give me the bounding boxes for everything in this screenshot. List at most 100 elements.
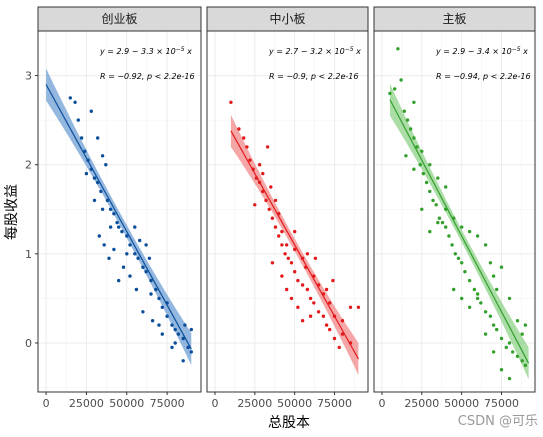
data-point bbox=[296, 305, 300, 309]
data-point bbox=[149, 278, 153, 283]
data-point bbox=[412, 167, 416, 171]
data-point bbox=[277, 234, 281, 238]
data-point bbox=[495, 287, 499, 292]
data-point bbox=[412, 136, 416, 140]
facet-strip-label: 中小板 bbox=[269, 11, 305, 26]
data-point bbox=[463, 270, 467, 274]
x-tick-label: 75000 bbox=[317, 397, 352, 410]
x-tick-label: 25000 bbox=[404, 397, 439, 410]
panel-border bbox=[373, 30, 536, 393]
facet-3: 主板 y = 2.9 − 3.4 × 10−5 x R = −0.94, p < 2… bbox=[373, 6, 536, 410]
data-point bbox=[337, 345, 341, 350]
data-point bbox=[393, 87, 397, 91]
data-point bbox=[242, 136, 246, 140]
data-point bbox=[515, 354, 520, 358]
data-point bbox=[321, 314, 326, 318]
x-tick-label: 50000 bbox=[109, 397, 144, 410]
data-point bbox=[107, 256, 111, 260]
data-point bbox=[261, 171, 265, 176]
data-point bbox=[147, 256, 152, 260]
data-point bbox=[399, 78, 403, 82]
data-point bbox=[312, 301, 316, 305]
data-point bbox=[428, 229, 432, 234]
y-axis: 0 1 2 3 bbox=[25, 70, 38, 350]
data-point bbox=[273, 198, 278, 203]
data-point bbox=[89, 109, 94, 113]
data-point bbox=[499, 336, 504, 341]
data-point bbox=[515, 319, 520, 323]
data-point bbox=[102, 243, 106, 247]
data-point bbox=[115, 220, 119, 225]
data-point bbox=[183, 323, 187, 327]
data-point bbox=[108, 207, 113, 211]
data-point bbox=[444, 185, 448, 189]
data-point bbox=[447, 234, 451, 238]
data-point bbox=[440, 220, 445, 225]
data-point bbox=[507, 296, 512, 301]
data-point bbox=[305, 287, 310, 292]
data-point bbox=[248, 158, 252, 162]
data-point bbox=[189, 327, 193, 332]
data-point bbox=[134, 287, 139, 292]
data-point bbox=[283, 252, 287, 256]
data-point bbox=[328, 327, 332, 332]
correlation-annotation: R = −0.94, p < 2.2e-16 bbox=[436, 72, 531, 81]
correlation-annotation: R = −0.9, p < 2.2e-16 bbox=[269, 72, 358, 81]
data-point bbox=[348, 305, 353, 309]
data-point bbox=[428, 163, 432, 167]
data-point bbox=[112, 212, 116, 216]
data-point bbox=[434, 203, 438, 207]
data-point bbox=[507, 341, 512, 345]
data-point bbox=[120, 229, 124, 234]
data-point bbox=[181, 336, 185, 341]
data-point bbox=[308, 296, 313, 301]
y-axis-title: 每股收益 bbox=[4, 184, 20, 240]
data-point bbox=[300, 319, 305, 323]
panel-background bbox=[38, 31, 201, 392]
data-point bbox=[436, 176, 440, 180]
data-point bbox=[285, 287, 289, 292]
data-point bbox=[157, 296, 161, 301]
data-point bbox=[328, 301, 332, 305]
data-point bbox=[421, 171, 426, 176]
data-point bbox=[420, 149, 424, 153]
data-point bbox=[415, 145, 419, 149]
data-point bbox=[289, 261, 294, 265]
data-point bbox=[452, 287, 456, 292]
data-point bbox=[324, 323, 329, 327]
panel-border bbox=[37, 30, 202, 393]
x-tick-label: 0 bbox=[43, 397, 50, 410]
x-tick-label: 75000 bbox=[484, 397, 519, 410]
y-tick-label: 2 bbox=[25, 159, 32, 172]
data-point bbox=[331, 278, 335, 283]
data-point bbox=[96, 180, 100, 185]
data-point bbox=[170, 323, 174, 327]
data-point bbox=[293, 229, 297, 234]
data-point bbox=[144, 243, 148, 247]
data-point bbox=[160, 305, 164, 309]
data-point bbox=[308, 314, 313, 318]
data-point bbox=[128, 274, 132, 278]
data-point bbox=[100, 207, 105, 211]
x-tick-label: 75000 bbox=[150, 397, 185, 410]
data-point bbox=[285, 243, 289, 247]
data-point bbox=[112, 247, 116, 252]
data-point bbox=[324, 287, 329, 292]
y-tick-label: 3 bbox=[25, 70, 32, 83]
equation-annotation: y = 2.9 − 3.4 × 10−5 x bbox=[435, 46, 528, 56]
data-point bbox=[332, 336, 337, 341]
data-point bbox=[402, 109, 406, 113]
data-point bbox=[149, 292, 153, 296]
data-point bbox=[150, 319, 155, 323]
data-point bbox=[428, 189, 432, 194]
facet-strip-label: 主板 bbox=[442, 12, 466, 26]
data-point bbox=[157, 323, 161, 327]
data-point bbox=[409, 127, 413, 131]
data-point bbox=[450, 243, 454, 247]
data-point bbox=[483, 332, 488, 336]
data-point bbox=[92, 176, 97, 180]
facet-1: 创业板 y = 2.9 − 3.3 × 10−5 x R = −0.92, p < … bbox=[37, 6, 202, 410]
data-point bbox=[418, 163, 422, 167]
data-point bbox=[467, 229, 472, 234]
